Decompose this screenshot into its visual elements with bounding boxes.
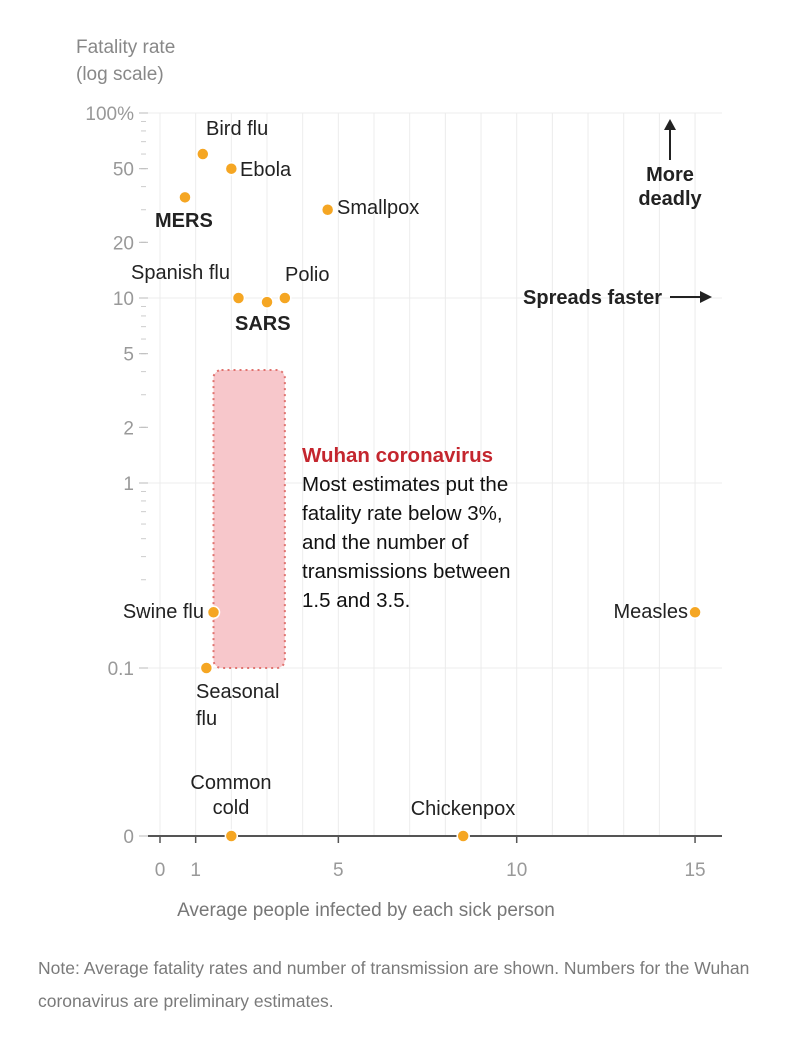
point-mers (178, 190, 192, 205)
wuhan-annotation-title: Wuhan coronavirus (302, 444, 493, 467)
data-points: Bird flu Ebola MERS Smallpox Spanish flu SARS… (123, 118, 702, 843)
y-tick-label: 10 (113, 289, 134, 310)
point-swine-flu (206, 605, 221, 620)
point-chickenpox (456, 829, 470, 843)
y-tick-label: 1 (123, 474, 134, 495)
y-tick-label: 50 (113, 160, 134, 181)
point-label-seasonal-flu: Seasonal (196, 681, 279, 703)
up-arrowhead-icon (664, 119, 676, 130)
point-label-ebola: Ebola (240, 159, 292, 181)
point-label-chickenpox: Chickenpox (411, 798, 516, 820)
chart-note: Note: Average fatality rates and number … (38, 958, 750, 1011)
y-tick-label: 2 (123, 418, 134, 439)
y-tick-label: 20 (113, 233, 134, 254)
point-seasonal-flu (199, 661, 214, 675)
point-label-sars: SARS (235, 313, 291, 335)
gridlines (148, 112, 722, 836)
y-tick-label: 5 (123, 345, 134, 366)
x-tick-label: 5 (333, 860, 344, 881)
x-tick-label: 0 (155, 860, 166, 881)
point-label-mers: MERS (155, 210, 213, 232)
x-axis-ticks: 0 1 5 10 15 (155, 836, 706, 881)
x-tick-label: 15 (684, 860, 705, 881)
wuhan-annotation-line-1: Most estimates put the (302, 473, 508, 496)
y-tick-label: 100% (85, 104, 134, 125)
point-ebola (224, 161, 239, 176)
point-label-measles: Measles (614, 601, 688, 623)
x-axis-label: Average people infected by each sick per… (177, 900, 555, 921)
point-measles (688, 605, 702, 620)
point-label-polio: Polio (285, 264, 329, 286)
y-axis-label-line-2: (log scale) (76, 64, 164, 85)
point-smallpox (320, 202, 335, 217)
more-deadly-line-2: deadly (638, 188, 702, 210)
point-label-swine-flu: Swine flu (123, 601, 204, 623)
right-arrowhead-icon (700, 291, 712, 303)
wuhan-coronavirus-region (212, 369, 286, 669)
wuhan-annotation-line-2: fatality rate below 3%, (302, 502, 503, 525)
point-label-spanish-flu: Spanish flu (131, 262, 230, 284)
more-deadly-annotation: More deadly (638, 119, 703, 210)
wuhan-annotation: Wuhan coronavirus Most estimates put the… (302, 444, 511, 612)
wuhan-annotation-line-4: transmissions between (302, 560, 511, 583)
wuhan-annotation-line-5: 1.5 and 3.5. (302, 589, 410, 612)
point-label-seasonal-flu: flu (196, 708, 217, 730)
y-axis-label-line-1: Fatality rate (76, 37, 175, 58)
point-label-bird-flu: Bird flu (206, 118, 268, 140)
y-tick-label: 0 (123, 827, 134, 848)
x-tick-label: 1 (190, 860, 201, 881)
spreads-faster-annotation: Spreads faster (523, 287, 712, 309)
y-axis-ticks: 100% 50 20 10 5 2 1 0.1 0 (85, 104, 148, 848)
point-label-common-cold: cold (213, 797, 250, 819)
more-deadly-line-1: More (646, 164, 694, 186)
spreads-faster-label: Spreads faster (523, 287, 662, 309)
point-sars (260, 295, 274, 309)
wuhan-annotation-line-3: and the number of (302, 531, 469, 554)
point-label-smallpox: Smallpox (337, 197, 419, 219)
point-polio (278, 291, 292, 305)
point-common-cold (224, 829, 239, 843)
point-bird-flu (196, 147, 210, 161)
y-tick-label: 0.1 (108, 659, 134, 680)
point-label-common-cold: Common (190, 772, 271, 794)
point-spanish-flu (231, 291, 246, 305)
x-tick-label: 10 (506, 860, 527, 881)
